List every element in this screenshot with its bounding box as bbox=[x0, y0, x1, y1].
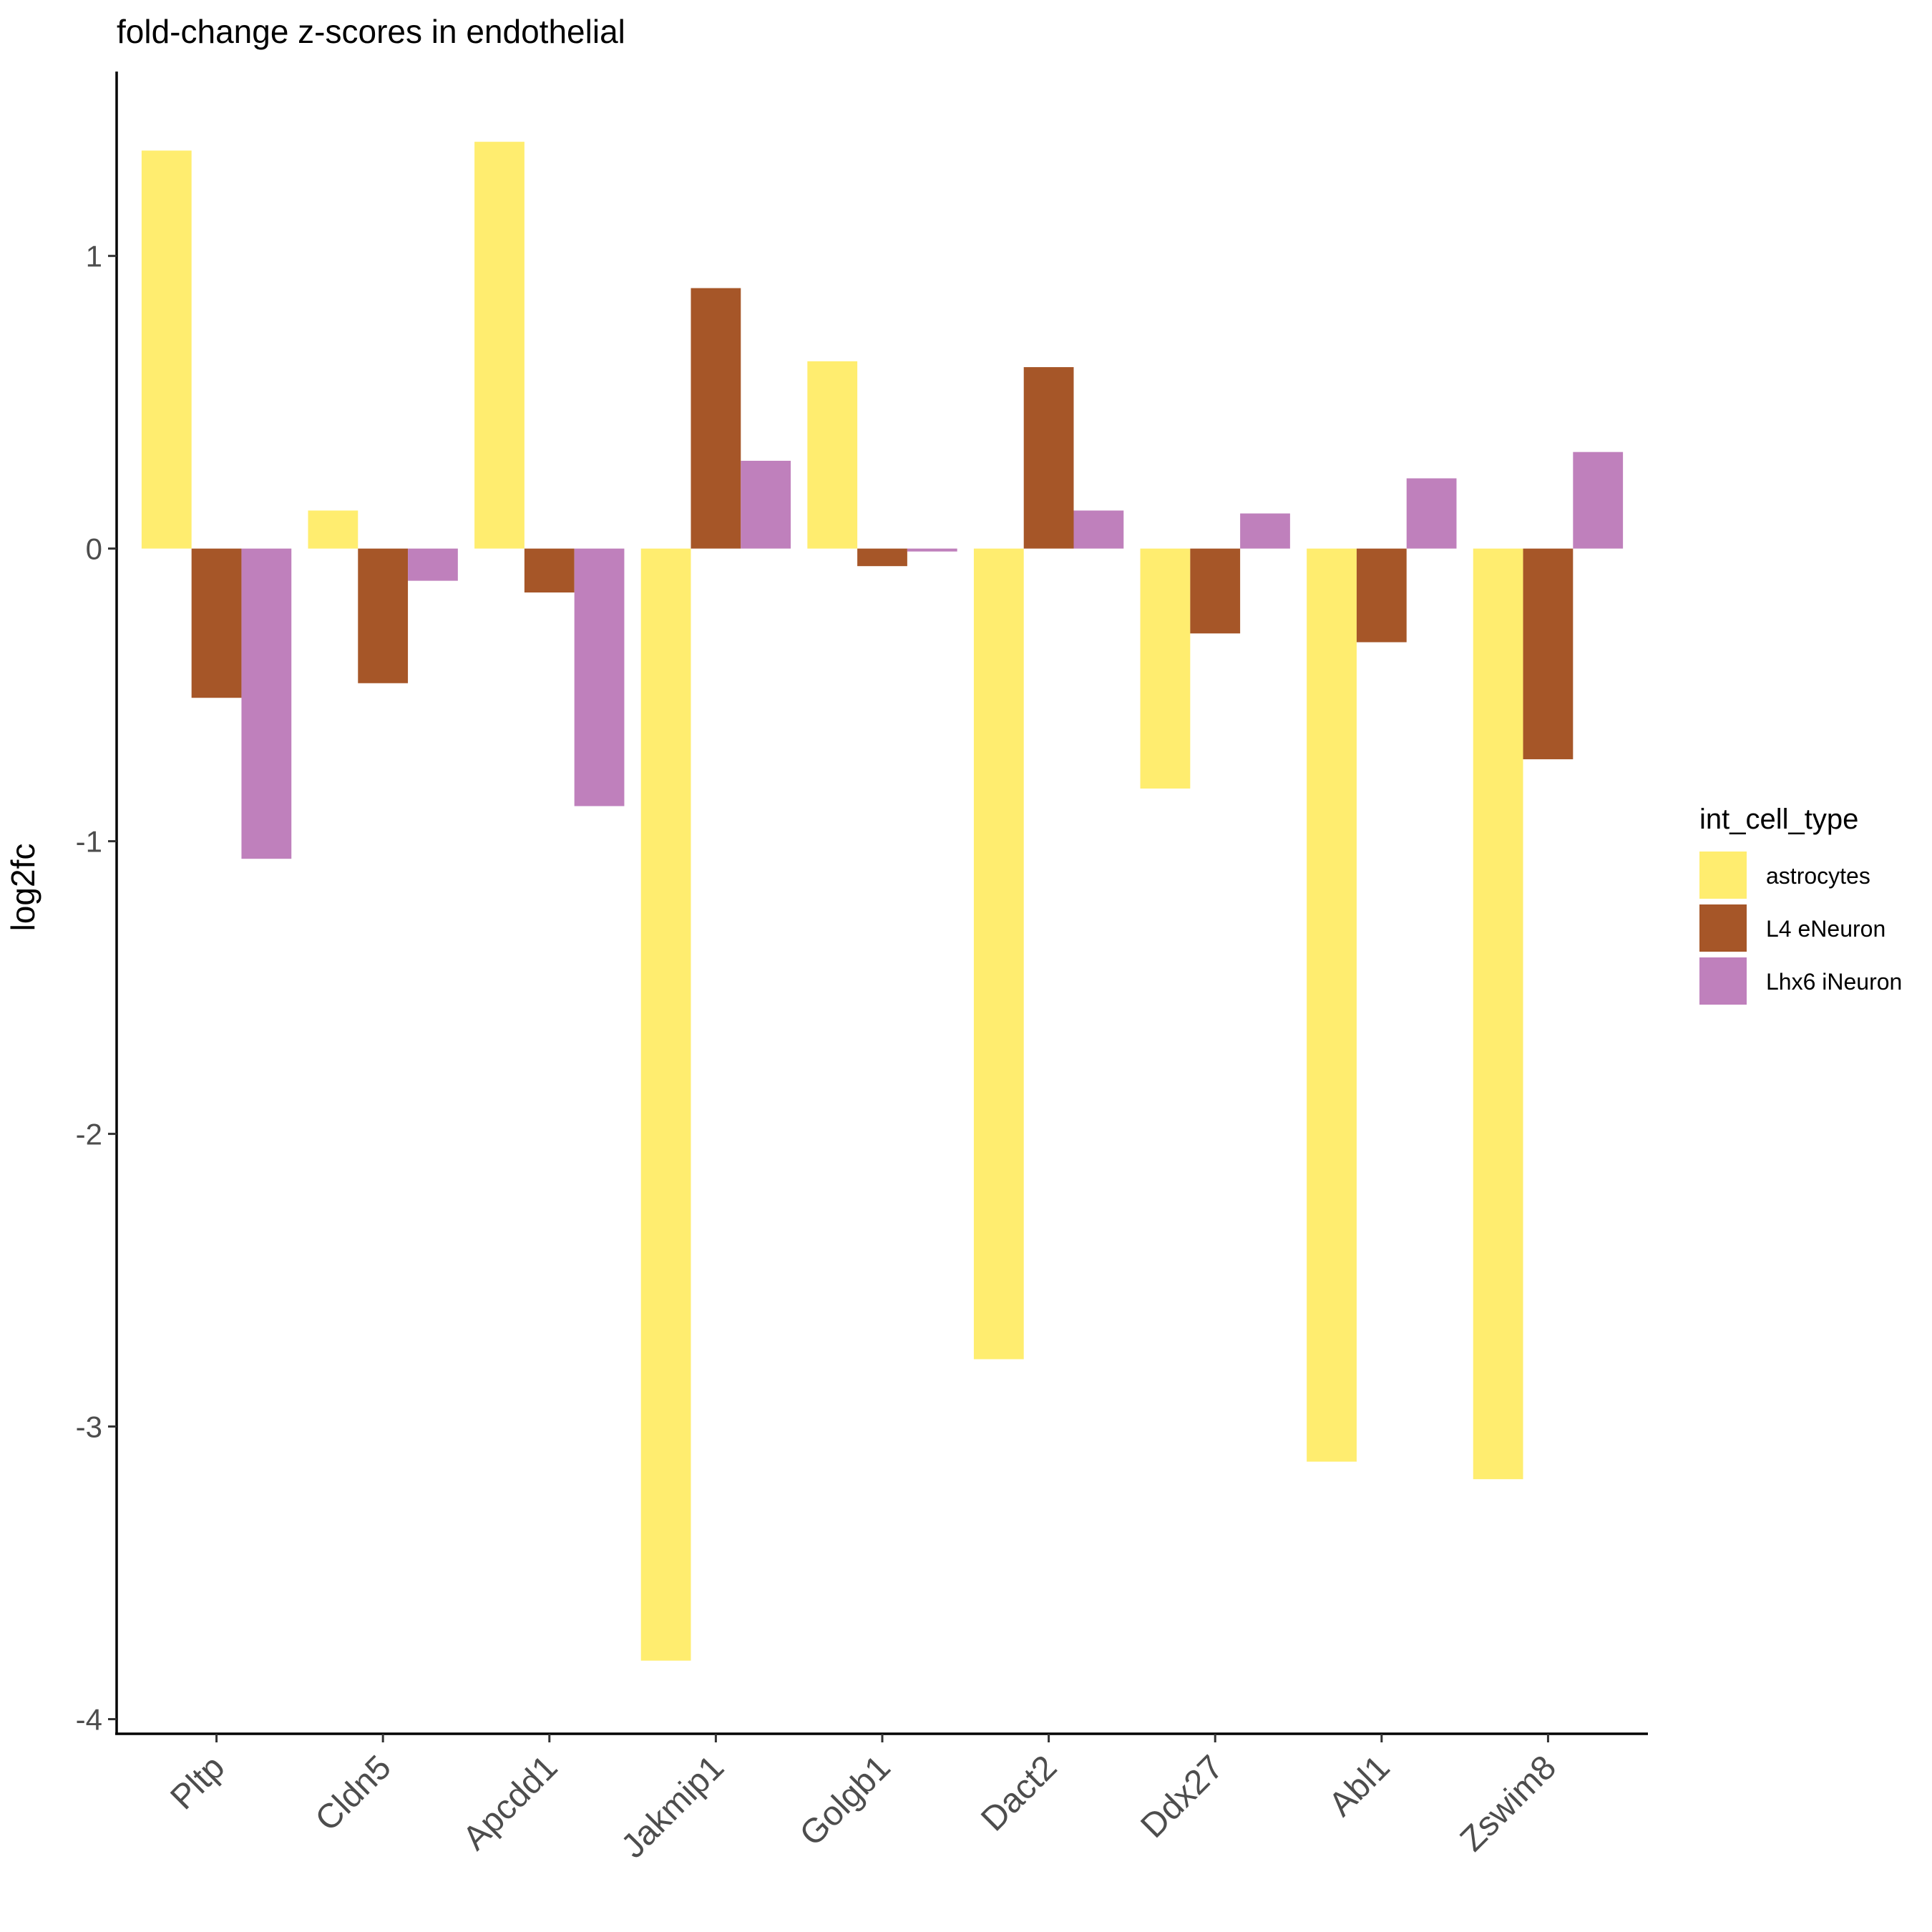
x-tick-label: Cldn5 bbox=[308, 1748, 399, 1838]
legend-label: L4 eNeuron bbox=[1766, 916, 1885, 942]
x-tick-label: Jakmip1 bbox=[614, 1748, 731, 1865]
x-tick-label: Abl1 bbox=[1322, 1748, 1397, 1823]
bar-l4-eneuron-ddx27 bbox=[1190, 548, 1241, 634]
legend: int_cell_type astrocytes L4 eNeuron Lhx6 i… bbox=[1699, 804, 1902, 1005]
bar-l4-eneuron-pltp bbox=[191, 548, 242, 698]
bar-l4-eneuron-cldn5 bbox=[358, 548, 409, 683]
x-tick-label: Ddx27 bbox=[1133, 1748, 1231, 1845]
chart-title: fold-change z-scores in endothelial bbox=[117, 13, 625, 50]
legend-label: Lhx6 iNeuron bbox=[1766, 969, 1902, 995]
bar-lhx6-ineuron-apcdd1 bbox=[574, 548, 625, 806]
bar-lhx6-ineuron-pltp bbox=[241, 548, 292, 859]
bar-lhx6-ineuron-jakmip1 bbox=[741, 460, 791, 549]
bar-lhx6-ineuron-zswim8 bbox=[1573, 452, 1624, 549]
bar-lhx6-ineuron-cldn5 bbox=[408, 548, 458, 581]
x-tick-label: Golgb1 bbox=[793, 1748, 898, 1853]
bar-astrocytes-jakmip1 bbox=[640, 548, 691, 1661]
bar-lhx6-ineuron-ddx27 bbox=[1240, 513, 1290, 549]
legend-key-l4-eneuron bbox=[1699, 904, 1747, 952]
bar-lhx6-ineuron-dact2 bbox=[1073, 510, 1124, 549]
legend-label: astrocytes bbox=[1766, 863, 1870, 889]
bar-astrocytes-pltp bbox=[141, 150, 192, 549]
y-tick-label: -2 bbox=[76, 1118, 102, 1151]
bar-astrocytes-abl1 bbox=[1307, 548, 1357, 1462]
bar-l4-eneuron-golgb1 bbox=[857, 548, 907, 567]
bar-l4-eneuron-apcdd1 bbox=[524, 548, 575, 592]
y-ticks-group: 1 0 -1 -2 -3 -4 bbox=[76, 240, 117, 1737]
bar-l4-eneuron-abl1 bbox=[1356, 548, 1407, 643]
bar-astrocytes-zswim8 bbox=[1473, 548, 1523, 1480]
x-tick-label: Dact2 bbox=[974, 1748, 1064, 1838]
y-tick-label: -3 bbox=[76, 1410, 102, 1444]
bar-astrocytes-apcdd1 bbox=[474, 142, 525, 549]
y-tick-label: 1 bbox=[86, 240, 102, 273]
x-ticks-group: Pltp Cldn5 Apcdd1 Jakmip1 Golgb1 Dact2 Ddx27 Ab… bbox=[163, 1734, 1563, 1865]
bar-l4-eneuron-zswim8 bbox=[1523, 548, 1574, 760]
bar-astrocytes-cldn5 bbox=[308, 510, 358, 549]
legend-title: int_cell_type bbox=[1699, 804, 1858, 835]
legend-key-lhx6-ineuron bbox=[1699, 957, 1747, 1005]
x-tick-label: Zswim8 bbox=[1453, 1748, 1563, 1858]
legend-key-astrocytes bbox=[1699, 852, 1747, 899]
bar-astrocytes-ddx27 bbox=[1140, 548, 1191, 789]
bar-lhx6-ineuron-abl1 bbox=[1406, 478, 1457, 549]
bar-l4-eneuron-jakmip1 bbox=[691, 288, 741, 549]
bars-group bbox=[141, 142, 1624, 1661]
bar-astrocytes-golgb1 bbox=[807, 361, 858, 549]
bar-l4-eneuron-dact2 bbox=[1023, 367, 1074, 549]
x-tick-label: Pltp bbox=[163, 1748, 232, 1817]
y-tick-label: -4 bbox=[76, 1703, 102, 1737]
bar-astrocytes-dact2 bbox=[973, 548, 1024, 1360]
y-axis-label: log2fc bbox=[4, 844, 42, 932]
bar-lhx6-ineuron-golgb1 bbox=[907, 548, 957, 552]
y-tick-label: -1 bbox=[76, 825, 102, 859]
y-tick-label: 0 bbox=[86, 532, 102, 566]
x-tick-label: Apcdd1 bbox=[456, 1748, 565, 1858]
